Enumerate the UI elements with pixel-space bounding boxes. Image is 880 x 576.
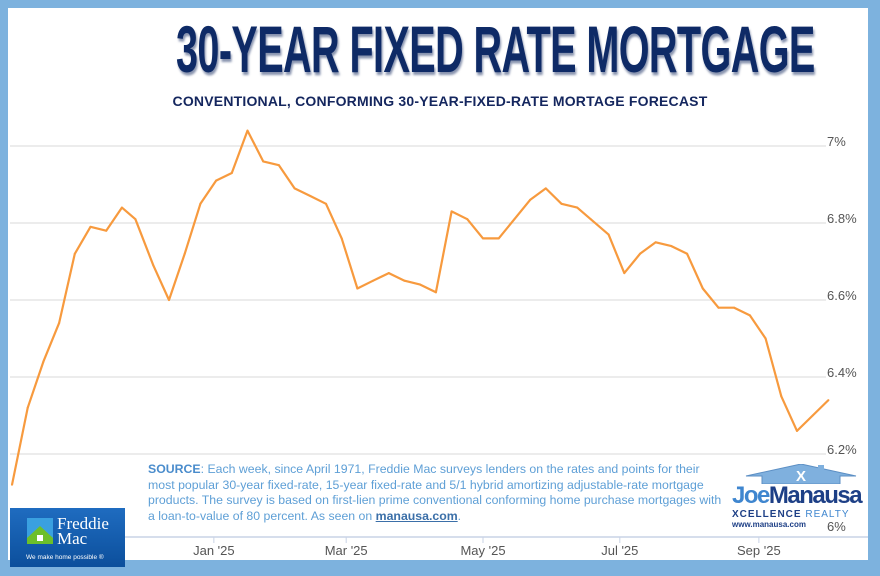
data-point — [529, 198, 532, 201]
data-point — [293, 187, 296, 190]
joe-manausa-url: www.manausa.com — [732, 520, 806, 529]
y-tick-label: 6% — [827, 519, 846, 534]
y-tick-label: 7% — [827, 134, 846, 149]
chart-title: 30-YEAR FIXED RATE MORTGAGE — [176, 12, 815, 86]
data-point — [134, 218, 137, 221]
data-point — [42, 360, 45, 363]
gridlines — [10, 145, 826, 455]
data-point — [325, 202, 327, 205]
y-tick-label: 6.2% — [827, 442, 857, 457]
data-point — [560, 202, 563, 205]
data-point — [372, 279, 375, 282]
freddie-mac-tagline: We make home possible ® — [26, 554, 104, 561]
data-point — [309, 195, 312, 198]
source-end: . — [457, 508, 462, 523]
data-point — [513, 218, 516, 221]
data-point — [89, 225, 92, 228]
data-point — [11, 483, 13, 486]
data-point — [796, 429, 798, 432]
y-tick-label: 6.4% — [827, 365, 857, 380]
data-point — [246, 129, 249, 132]
data-point — [827, 399, 830, 402]
freddie-mac-logo: Freddie Mac We make home possible ® — [10, 508, 125, 567]
x-tick-label: May '25 — [460, 543, 505, 558]
data-point — [183, 252, 186, 255]
data-point — [764, 337, 767, 340]
x-tick-label: Sep '25 — [737, 543, 781, 558]
joe-manausa-subtitle: XCELLENCE REALTY — [732, 509, 850, 520]
data-point — [120, 206, 123, 209]
data-point — [419, 283, 422, 286]
joe-manausa-name: JoeManausa — [732, 482, 863, 509]
data-point — [73, 252, 76, 255]
joe-manausa-logo: X JoeManausa XCELLENCE REALTY www.manaus… — [732, 464, 870, 532]
series — [10, 129, 830, 486]
data-point — [482, 237, 484, 240]
data-point — [623, 272, 626, 275]
y-tick-label: 6.6% — [827, 288, 857, 303]
data-point — [26, 406, 29, 409]
source-link[interactable]: manausa.com — [375, 508, 458, 523]
data-point — [497, 237, 500, 240]
data-point — [670, 245, 673, 248]
data-point — [277, 164, 280, 167]
svg-text:X: X — [796, 468, 806, 484]
source-note: SOURCE: Each week, since April 1971, Fre… — [148, 462, 728, 524]
y-tick-label: 6.8% — [827, 211, 857, 226]
data-point — [230, 171, 233, 174]
data-point — [403, 279, 406, 282]
data-point — [654, 241, 657, 244]
data-point — [733, 306, 736, 309]
data-point — [607, 233, 610, 236]
data-point — [105, 229, 108, 232]
data-point — [717, 306, 720, 309]
data-point — [262, 160, 265, 163]
data-point — [811, 414, 814, 417]
data-point — [215, 179, 218, 182]
data-point — [589, 218, 592, 221]
source-text: : Each week, since April 1971, Freddie M… — [148, 462, 722, 523]
house-x-icon: X — [745, 464, 857, 484]
data-point — [686, 252, 689, 255]
data-point — [434, 291, 437, 294]
data-point — [450, 210, 453, 213]
data-point — [748, 314, 751, 317]
data-point — [639, 252, 641, 255]
y-axis: 7% 6.8% 6.6% 6.4% 6.2% 6% — [827, 134, 857, 534]
data-point — [466, 218, 469, 221]
house-icon — [27, 518, 53, 544]
data-point — [356, 287, 359, 290]
x-axis: Jan '25 Mar '25 May '25 Jul '25 Sep '25 — [10, 536, 868, 558]
series-line — [10, 129, 830, 486]
data-point — [701, 287, 704, 290]
chart-subtitle: CONVENTIONAL, CONFORMING 30-YEAR-FIXED-R… — [172, 93, 708, 109]
source-label: SOURCE — [148, 462, 201, 476]
x-tick-label: Mar '25 — [325, 543, 368, 558]
x-tick-label: Jan '25 — [193, 543, 235, 558]
data-point — [780, 395, 783, 398]
data-point — [340, 237, 343, 240]
data-point — [576, 206, 579, 209]
data-point — [58, 322, 61, 325]
data-point — [168, 299, 170, 301]
data-point — [199, 202, 202, 205]
data-point — [152, 264, 155, 267]
x-tick-label: Jul '25 — [601, 543, 638, 558]
freddie-mac-name: Freddie Mac — [57, 514, 109, 548]
data-point — [387, 272, 390, 275]
data-point — [544, 187, 547, 190]
